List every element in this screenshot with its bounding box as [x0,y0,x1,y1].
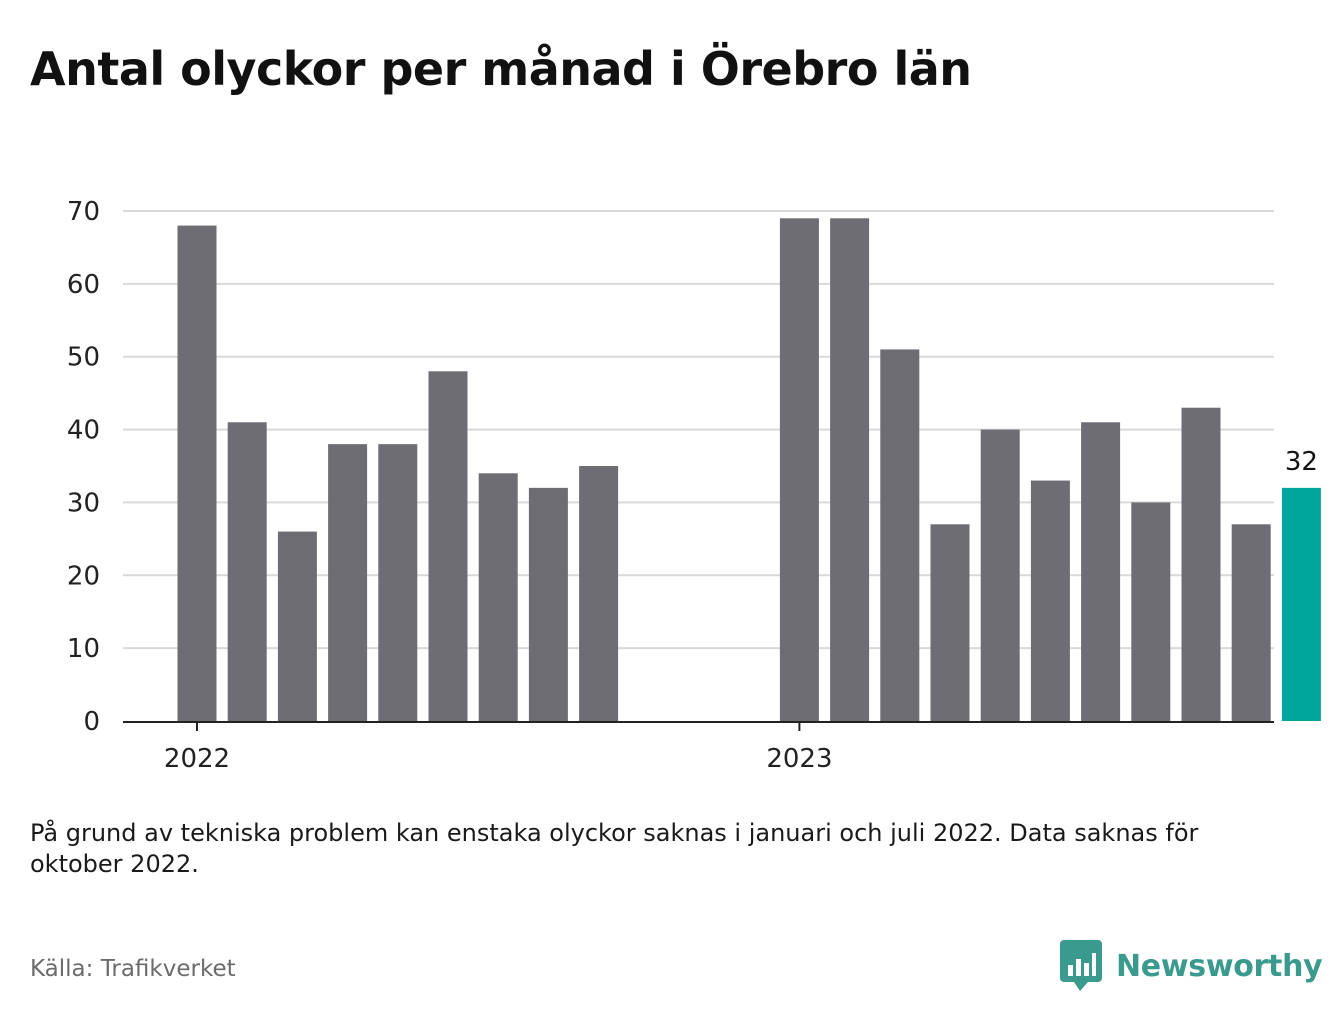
bar-2023-03 [880,349,920,721]
brand-logo: Newsworthy [1060,940,1323,992]
y-tick-label-60: 60 [67,270,100,300]
bar-2023-09 [1181,407,1221,721]
bar-2022-05 [378,444,418,721]
x-tick-label-2022: 2022 [164,744,230,774]
bar-2023-01 [779,218,819,722]
bar-2023-04 [930,524,970,721]
bar-2022-09 [579,466,619,721]
x-tick-label-2023: 2023 [766,744,832,774]
y-tick-label-10: 10 [67,634,100,664]
data-labels: 32 [1285,447,1318,477]
source-text: Källa: Trafikverket [30,956,236,982]
bar-2023-02 [830,218,870,722]
y-tick-label-40: 40 [67,416,100,446]
y-tick-label-50: 50 [67,343,100,373]
newsworthy-logo-icon [1060,940,1102,991]
bar-2022-08 [528,487,568,721]
bar-2022-04 [328,444,368,721]
bars [177,218,1321,722]
footnote: På grund av tekniska problem kan enstaka… [30,819,1199,878]
bar-2023-10 [1231,524,1271,721]
bar-2023-05 [980,429,1020,721]
bar-2023-11 [1281,487,1321,721]
y-axis-ticks: 0 10 20 30 40 50 60 70 [67,197,100,737]
chart-title: Antal olyckor per månad i Örebro län [30,42,972,96]
x-axis-labels: 2022 2023 [164,744,833,774]
bar-2022-07 [478,473,518,721]
y-tick-label-20: 20 [67,561,100,591]
data-label-2023-11: 32 [1285,447,1318,477]
y-tick-label-70: 70 [67,197,100,227]
y-tick-label-30: 30 [67,488,100,518]
x-axis [123,721,1274,731]
bar-2023-07 [1081,422,1121,721]
bar-2022-03 [277,531,317,721]
bar-2022-01 [177,225,217,722]
bar-2022-02 [227,422,267,721]
y-tick-label-0: 0 [83,707,100,737]
brand-name: Newsworthy [1116,948,1323,984]
bar-chart: 0 10 20 30 40 50 60 70 2022 2023 32 [67,197,1321,774]
bar-2022-06 [428,371,468,721]
bar-2023-06 [1030,480,1070,721]
bar-2023-08 [1131,502,1171,721]
